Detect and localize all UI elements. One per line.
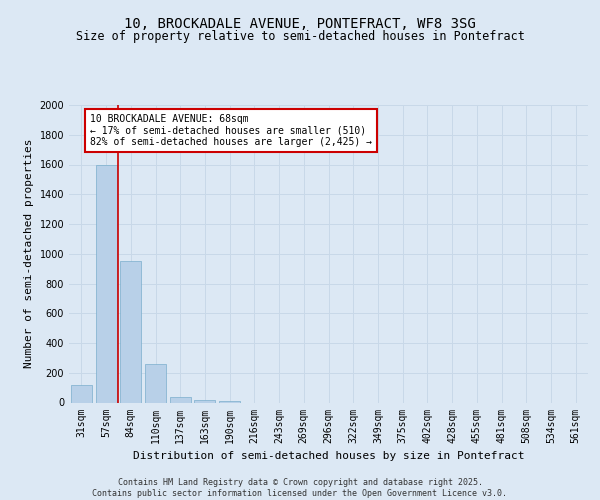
X-axis label: Distribution of semi-detached houses by size in Pontefract: Distribution of semi-detached houses by … — [133, 451, 524, 461]
Text: 10 BROCKADALE AVENUE: 68sqm
← 17% of semi-detached houses are smaller (510)
82% : 10 BROCKADALE AVENUE: 68sqm ← 17% of sem… — [90, 114, 372, 147]
Bar — [95, 164, 116, 402]
Bar — [219, 401, 240, 402]
Bar — [120, 261, 141, 402]
Text: Contains HM Land Registry data © Crown copyright and database right 2025.
Contai: Contains HM Land Registry data © Crown c… — [92, 478, 508, 498]
Bar — [71, 384, 92, 402]
Bar — [194, 400, 215, 402]
Y-axis label: Number of semi-detached properties: Number of semi-detached properties — [24, 139, 34, 368]
Text: 10, BROCKADALE AVENUE, PONTEFRACT, WF8 3SG: 10, BROCKADALE AVENUE, PONTEFRACT, WF8 3… — [124, 18, 476, 32]
Bar — [170, 398, 191, 402]
Text: Size of property relative to semi-detached houses in Pontefract: Size of property relative to semi-detach… — [76, 30, 524, 43]
Bar — [145, 364, 166, 403]
